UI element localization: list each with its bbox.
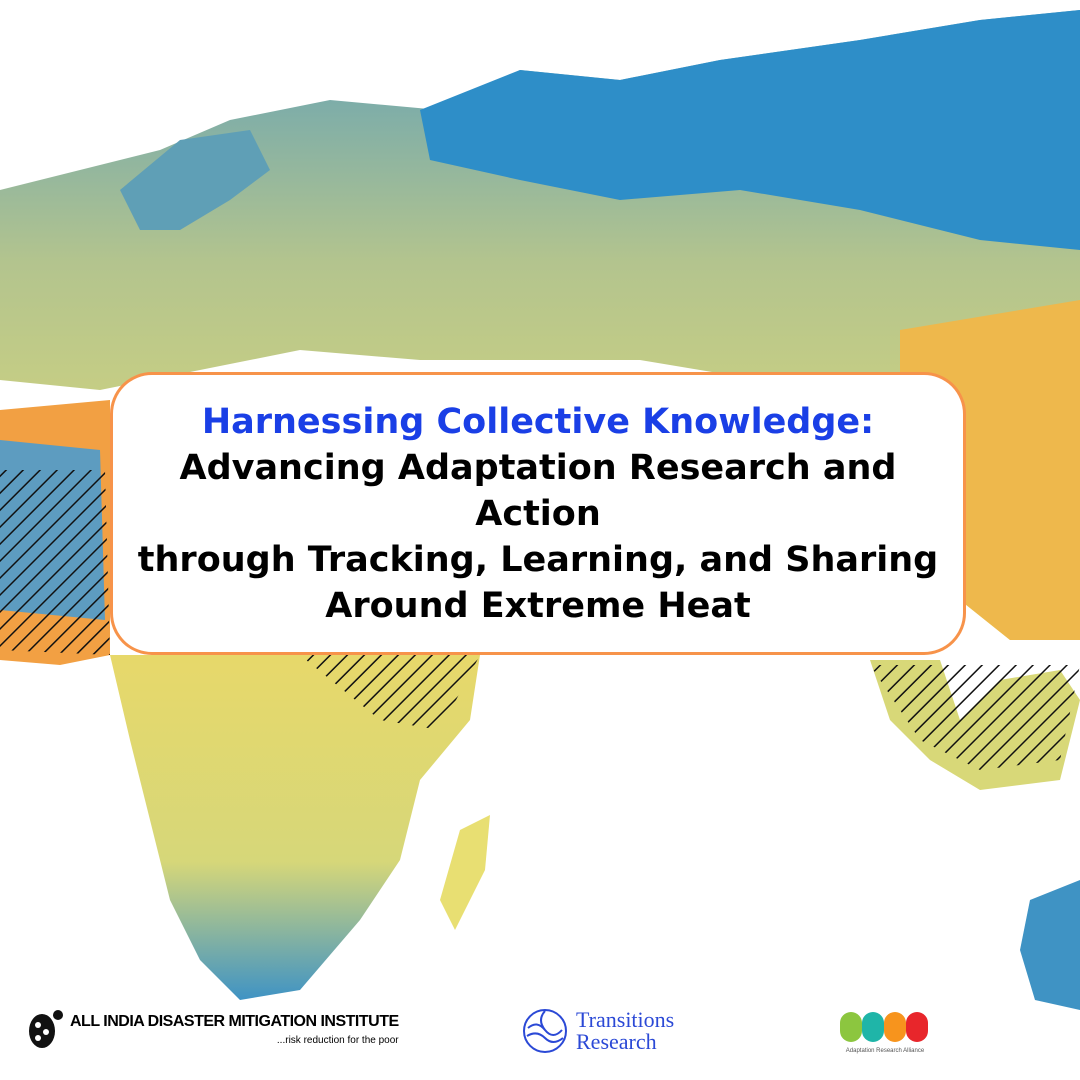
title-line-1: Advancing Adaptation Research and Action — [179, 447, 897, 534]
ara-hands-icon — [840, 1012, 928, 1042]
title-highlight: Harnessing Collective Knowledge: — [201, 401, 875, 442]
title-line-2: through Tracking, Learning, and Sharing — [137, 539, 939, 580]
transitions-line2: Research — [576, 1029, 657, 1054]
aidmi-tagline: ...risk reduction for the poor — [276, 1034, 399, 1046]
turtle-icon — [29, 1010, 63, 1048]
ara-name: Adaptation Research Alliance — [845, 1048, 925, 1054]
transitions-line1: Transitions — [576, 1007, 675, 1032]
scandinavia — [120, 130, 270, 230]
aidmi-logo: ALL INDIA DISASTER MITIGATION INSTITUTE … — [24, 1005, 399, 1053]
siberia-region — [420, 10, 1080, 250]
madagascar — [440, 815, 490, 930]
australia — [1020, 880, 1080, 1010]
africa-landmass — [110, 655, 480, 1000]
title-line-3: Around Extreme Heat — [325, 585, 751, 626]
transitions-research-logo: Transitions Research — [522, 1008, 674, 1054]
ara-logo: Adaptation Research Alliance — [838, 1008, 932, 1054]
title-card: Harnessing Collective Knowledge: Advanci… — [110, 372, 966, 655]
sahara-hatch — [0, 470, 110, 655]
horn-of-africa-hatch — [300, 655, 480, 730]
southeast-asia-hatch — [870, 665, 1080, 770]
wave-circle-icon — [523, 1009, 567, 1053]
aidmi-name: ALL INDIA DISASTER MITIGATION INSTITUTE — [70, 1012, 399, 1030]
